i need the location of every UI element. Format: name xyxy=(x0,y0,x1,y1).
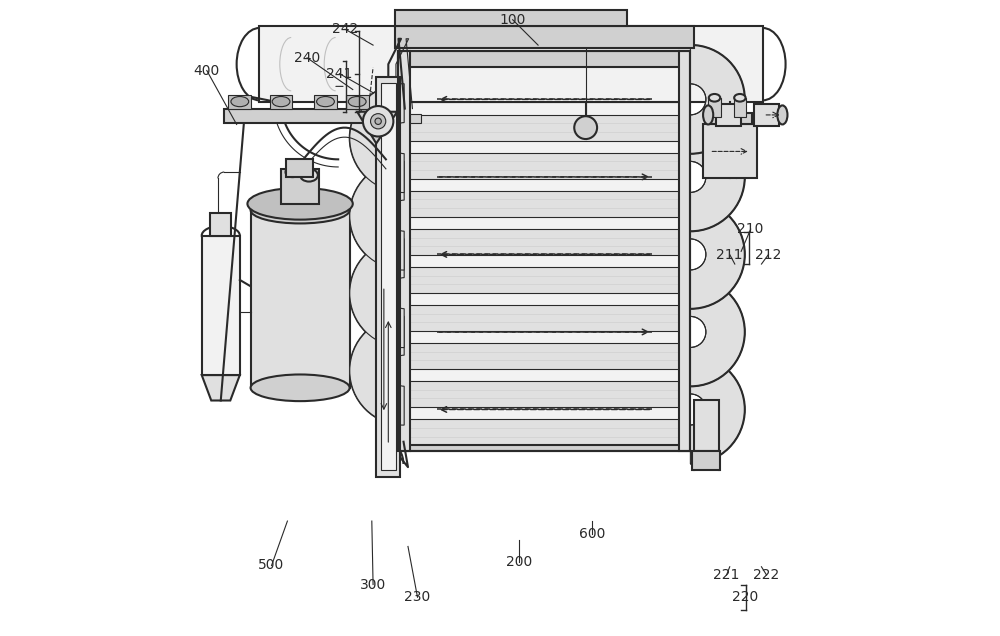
Text: 600: 600 xyxy=(579,527,605,541)
Ellipse shape xyxy=(251,375,350,401)
Text: 300: 300 xyxy=(360,577,386,591)
Bar xyxy=(708,113,752,125)
Wedge shape xyxy=(690,355,745,464)
Bar xyxy=(692,452,720,470)
Wedge shape xyxy=(690,200,745,309)
Text: 210: 210 xyxy=(737,222,764,236)
Text: 240: 240 xyxy=(294,51,320,65)
Bar xyxy=(404,76,685,102)
Text: 500: 500 xyxy=(258,558,285,572)
Bar xyxy=(716,104,741,127)
Polygon shape xyxy=(357,112,397,144)
Bar xyxy=(410,114,421,123)
Ellipse shape xyxy=(231,97,249,107)
Ellipse shape xyxy=(777,106,787,125)
Bar xyxy=(210,213,231,235)
Bar xyxy=(404,267,685,293)
Ellipse shape xyxy=(272,97,290,107)
Text: 200: 200 xyxy=(506,555,532,569)
Wedge shape xyxy=(690,123,745,232)
Text: 211: 211 xyxy=(716,247,743,261)
Bar xyxy=(395,26,694,48)
Bar xyxy=(398,52,690,452)
Text: 230: 230 xyxy=(404,590,431,604)
Bar xyxy=(404,114,685,141)
Bar xyxy=(259,26,763,102)
Bar xyxy=(224,109,376,123)
Ellipse shape xyxy=(247,188,353,219)
Bar xyxy=(202,235,240,375)
Circle shape xyxy=(574,116,597,139)
Bar xyxy=(404,419,685,445)
Bar xyxy=(404,343,685,369)
Wedge shape xyxy=(350,316,404,425)
Bar xyxy=(404,305,685,331)
Ellipse shape xyxy=(348,97,366,107)
Bar xyxy=(251,210,350,388)
Bar xyxy=(281,169,319,204)
Bar xyxy=(270,95,292,109)
Bar xyxy=(398,52,410,452)
Text: 242: 242 xyxy=(332,22,358,36)
Bar xyxy=(395,10,627,26)
Text: 221: 221 xyxy=(713,568,740,582)
Text: 222: 222 xyxy=(753,568,780,582)
Bar xyxy=(703,125,757,178)
Wedge shape xyxy=(690,277,745,386)
Bar xyxy=(694,401,719,452)
Bar xyxy=(398,52,690,67)
Text: 220: 220 xyxy=(732,590,759,604)
Bar xyxy=(376,77,400,476)
Ellipse shape xyxy=(286,167,299,177)
Bar xyxy=(404,381,685,407)
Bar xyxy=(398,52,690,452)
Text: 100: 100 xyxy=(500,13,526,27)
Text: 241: 241 xyxy=(326,67,353,81)
Circle shape xyxy=(363,106,393,137)
Wedge shape xyxy=(350,162,404,270)
Ellipse shape xyxy=(734,94,746,102)
Wedge shape xyxy=(350,84,404,193)
Polygon shape xyxy=(202,375,240,401)
Bar xyxy=(754,104,779,127)
Text: 400: 400 xyxy=(194,64,220,78)
Bar xyxy=(708,98,721,117)
Ellipse shape xyxy=(317,97,334,107)
Circle shape xyxy=(371,114,386,129)
Bar xyxy=(381,83,396,470)
Bar xyxy=(404,153,685,179)
Ellipse shape xyxy=(251,197,350,223)
Wedge shape xyxy=(690,45,745,154)
Bar xyxy=(404,229,685,255)
Bar xyxy=(346,95,369,109)
Bar xyxy=(404,191,685,217)
Ellipse shape xyxy=(300,169,318,181)
Circle shape xyxy=(375,118,381,125)
Bar xyxy=(734,98,746,117)
Bar xyxy=(398,445,690,452)
Bar xyxy=(679,52,690,452)
Ellipse shape xyxy=(709,94,720,102)
Bar xyxy=(314,95,337,109)
Ellipse shape xyxy=(703,106,713,125)
Bar xyxy=(228,95,251,109)
Wedge shape xyxy=(350,238,404,348)
Bar xyxy=(286,160,313,177)
Text: 212: 212 xyxy=(755,247,782,261)
